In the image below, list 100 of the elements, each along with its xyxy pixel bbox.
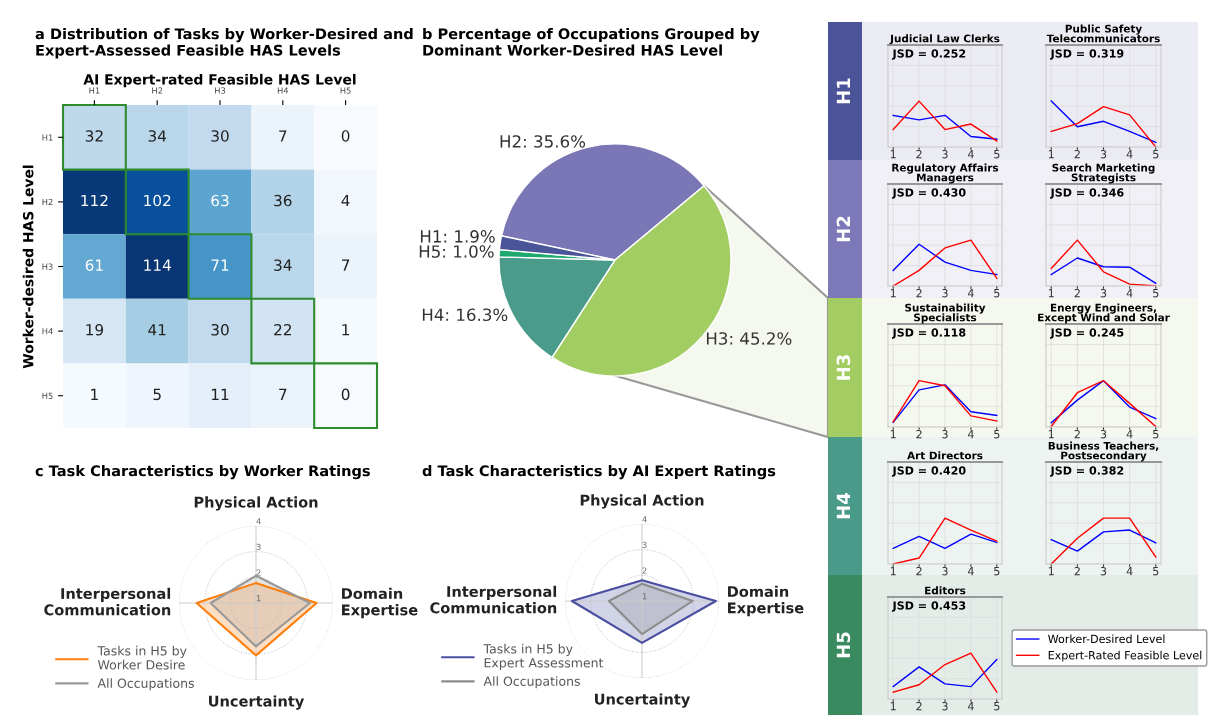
chart-title: Editors bbox=[925, 586, 966, 595]
y-tick-label: 1 bbox=[642, 593, 647, 600]
x-tick-label: 4 bbox=[1126, 567, 1133, 576]
y-tick-label: 1 bbox=[256, 595, 261, 602]
x-tick-label: 4 bbox=[967, 289, 974, 298]
x-tick-label: 4 bbox=[1126, 430, 1133, 439]
x-tick-label: 3 bbox=[1100, 149, 1107, 159]
data-label: 112 bbox=[81, 194, 108, 207]
x-tick-label: 1 bbox=[890, 430, 896, 439]
data-label: 34 bbox=[274, 259, 292, 271]
x-tick-label: 1 bbox=[1048, 430, 1054, 439]
text: JSD = 0.118 bbox=[891, 328, 966, 339]
chart-title: Art Directors bbox=[907, 451, 983, 460]
text: H5 bbox=[836, 632, 851, 658]
text: JSD = 0.252 bbox=[891, 49, 966, 60]
text: JSD = 0.430 bbox=[891, 188, 966, 199]
data-label: H4: 16.3% bbox=[422, 308, 508, 322]
x-tick-label: H1 bbox=[89, 87, 100, 94]
chart-title: Sustainability Specialists bbox=[905, 303, 986, 324]
x-tick-label: 2 bbox=[916, 429, 922, 439]
x-tick-label: 1 bbox=[1048, 567, 1054, 576]
y-tick-label: 3 bbox=[256, 543, 261, 551]
x-tick-label: 1 bbox=[1048, 289, 1054, 298]
legend-label: All Occupations bbox=[483, 676, 580, 689]
chart-title: d Task Characteristics by AI Expert Ratings bbox=[422, 465, 776, 480]
x-tick-label: 1 bbox=[890, 702, 896, 711]
text: JSD = 0.420 bbox=[891, 466, 966, 477]
data-label: 7 bbox=[279, 388, 287, 400]
data-label: H5: 1.0% bbox=[419, 245, 494, 258]
data-label: 114 bbox=[144, 259, 171, 271]
x-tick-label: 4 bbox=[1126, 150, 1133, 159]
data-label: 0 bbox=[341, 388, 350, 401]
chart-title: Regulatory Affairs Managers bbox=[892, 163, 999, 184]
x-tick-label: 3 bbox=[942, 566, 948, 576]
y-tick-label: 4 bbox=[642, 516, 647, 523]
chart-title: Search Marketing Strategists bbox=[1052, 163, 1155, 184]
x-tick-label: 2 bbox=[916, 566, 922, 576]
chart-title: Energy Engineers, Except Wind and Solar bbox=[1038, 303, 1170, 324]
spoke-label: Uncertainty bbox=[209, 695, 305, 710]
x-tick-label: 3 bbox=[942, 149, 948, 159]
data-label: 34 bbox=[148, 130, 167, 142]
chart-title: Public Safety Telecommunicators bbox=[1046, 24, 1160, 43]
legend-label: Tasks in H5 by Worker Desire bbox=[97, 645, 187, 670]
x-tick-label: 2 bbox=[1074, 149, 1080, 159]
data-label: 36 bbox=[274, 194, 292, 207]
data-label: 71 bbox=[211, 259, 229, 271]
x-tick-label: 1 bbox=[1048, 150, 1054, 159]
x-tick-label: H4 bbox=[277, 87, 289, 94]
spoke-label: Domain Expertise bbox=[728, 585, 804, 617]
x-tick-label: 4 bbox=[967, 430, 974, 439]
legend-label: Worker-Desired Level bbox=[1048, 634, 1165, 644]
spoke-label: Physical Action bbox=[194, 496, 318, 511]
y-tick-label: H1 bbox=[42, 134, 53, 141]
y-tick-label: H3 bbox=[42, 263, 53, 270]
x-tick-label: H3 bbox=[215, 87, 226, 94]
x-tick-label: 1 bbox=[890, 289, 896, 298]
spoke-label: Physical Action bbox=[580, 494, 704, 509]
data-label: 61 bbox=[85, 259, 103, 271]
data-label: 102 bbox=[144, 194, 171, 207]
data-label: 7 bbox=[279, 130, 287, 142]
spoke-label: Domain Expertise bbox=[342, 587, 418, 619]
y-tick-label: H5 bbox=[42, 392, 53, 399]
x-tick-label: 3 bbox=[942, 288, 948, 298]
x-tick-label: 2 bbox=[916, 701, 922, 711]
x-tick-label: 4 bbox=[967, 702, 974, 711]
text: JSD = 0.382 bbox=[1049, 466, 1124, 477]
spoke-label: Uncertainty bbox=[595, 693, 691, 708]
text: JSD = 0.453 bbox=[891, 601, 966, 612]
x-tick-label: 3 bbox=[1100, 429, 1107, 439]
x-tick-label: 4 bbox=[967, 150, 974, 159]
x-tick-label: 5 bbox=[1153, 430, 1159, 439]
chart-title: Judicial Law Clerks bbox=[889, 34, 1000, 45]
x-tick-label: 5 bbox=[994, 702, 1000, 711]
x-tick-label: H5 bbox=[340, 87, 351, 94]
data-label: 30 bbox=[211, 130, 229, 142]
data-label: 32 bbox=[85, 130, 103, 142]
chart-title: b Percentage of Occupations Grouped by Dominant Worker-Desired HAS Level bbox=[423, 28, 760, 56]
y-tick-label: H4 bbox=[42, 328, 53, 335]
x-tick-label: 3 bbox=[942, 701, 948, 711]
x-tick-label: 1 bbox=[890, 150, 896, 159]
text: H2 bbox=[836, 216, 850, 242]
data-label: H2: 35.6% bbox=[500, 135, 586, 148]
data-label: H3: 45.2% bbox=[706, 332, 792, 345]
x-tick-label: 5 bbox=[994, 150, 1000, 159]
x-tick-label: 4 bbox=[1126, 289, 1133, 298]
x-tick-label: 2 bbox=[1074, 288, 1080, 298]
x-tick-label: 5 bbox=[1153, 150, 1159, 159]
y-tick-label: 3 bbox=[642, 541, 647, 549]
x-tick-label: 1 bbox=[890, 567, 896, 576]
x-tick-label: 2 bbox=[916, 149, 922, 159]
chart-title: c Task Characteristics by Worker Ratings bbox=[35, 465, 370, 480]
text: H4 bbox=[836, 492, 850, 519]
data-label: 30 bbox=[211, 323, 229, 336]
data-label: 19 bbox=[86, 323, 104, 336]
data-label: 63 bbox=[211, 194, 229, 207]
text: JSD = 0.319 bbox=[1049, 49, 1124, 60]
legend-label: Tasks in H5 by Expert Assessment bbox=[483, 643, 604, 670]
data-label: 7 bbox=[341, 259, 350, 271]
data-label: H1: 1.9% bbox=[420, 230, 495, 243]
data-label: 0 bbox=[341, 130, 350, 142]
